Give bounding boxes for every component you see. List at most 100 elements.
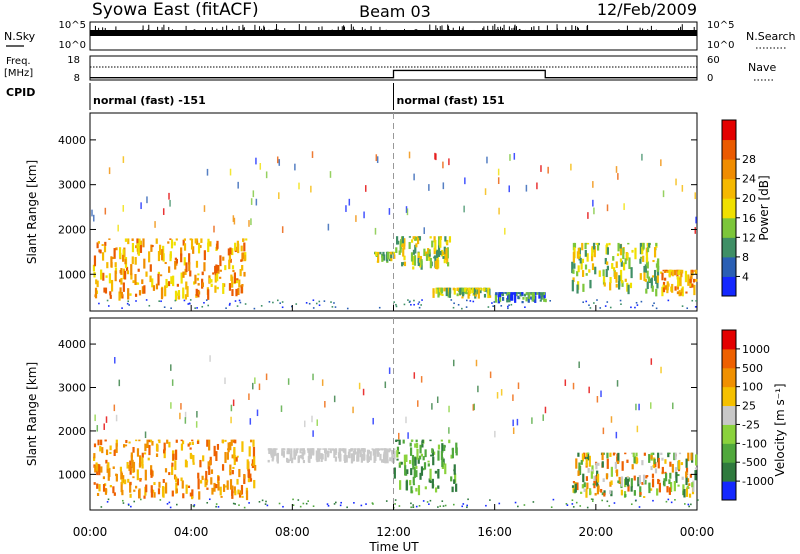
- range-gate-cell: [171, 379, 174, 386]
- range-gate-cell: [564, 379, 567, 386]
- range-gate-cell: [681, 269, 684, 274]
- range-gate-cell: [501, 296, 505, 301]
- range-gate-cell: [194, 238, 197, 244]
- range-gate-cell: [694, 227, 697, 234]
- range-gate-cell: [694, 467, 698, 470]
- range-gate-cell: [123, 444, 126, 448]
- range-gate-cell: [97, 439, 100, 446]
- range-gate-cell: [395, 247, 398, 253]
- range-gate-cell: [311, 448, 314, 454]
- range-gate-cell: [127, 478, 130, 483]
- range-gate-cell: [201, 305, 204, 308]
- range-gate-cell: [630, 503, 633, 506]
- range-gate-cell: [249, 473, 252, 482]
- velocity-colorbar-label: Velocity [m s⁻¹]: [773, 383, 787, 476]
- range-gate-cell: [114, 270, 117, 282]
- range-gate-cell: [413, 173, 415, 181]
- range-gate-cell: [396, 450, 399, 458]
- range-gate-cell: [685, 467, 689, 476]
- range-gate-cell: [289, 453, 292, 461]
- range-gate-cell: [144, 469, 147, 481]
- range-gate-cell: [494, 430, 496, 438]
- range-gate-cell: [579, 257, 582, 264]
- range-gate-cell: [612, 452, 616, 456]
- range-gate-cell: [393, 450, 396, 455]
- range-gate-cell: [236, 240, 239, 252]
- range-gate-cell: [120, 268, 123, 275]
- range-gate-cell: [188, 253, 191, 265]
- range-gate-cell: [433, 255, 437, 259]
- range-gate-cell: [206, 487, 209, 490]
- range-gate-cell: [280, 405, 283, 412]
- range-gate-cell: [422, 456, 425, 461]
- range-gate-cell: [243, 254, 247, 262]
- range-gate-cell: [214, 265, 217, 274]
- range-gate-cell: [677, 484, 680, 487]
- range-gate-cell: [388, 251, 391, 254]
- range-gate-cell: [102, 272, 105, 281]
- range-gate-cell: [318, 304, 321, 307]
- range-gate-cell: [301, 452, 304, 460]
- range-gate-cell: [652, 499, 654, 502]
- freq-tick-top: 18: [67, 55, 80, 66]
- range-gate-cell: [681, 185, 684, 192]
- range-gate-cell: [572, 382, 575, 390]
- range-gate-cell: [686, 307, 689, 310]
- range-gate-cell: [174, 449, 178, 460]
- range-gate-cell: [129, 293, 132, 296]
- range-gate-cell: [157, 273, 160, 286]
- range-gate-cell: [146, 439, 149, 448]
- range-gate-cell: [323, 448, 327, 453]
- range-gate-cell: [596, 396, 599, 403]
- range-gate-cell: [344, 455, 347, 463]
- range-gate-cell: [167, 281, 171, 287]
- range-gate-cell: [351, 448, 354, 451]
- range-gate-cell: [232, 502, 235, 505]
- range-gate-cell: [153, 492, 156, 498]
- range-gate-cell: [171, 462, 174, 467]
- range-gate-cell: [542, 292, 546, 296]
- range-gate-cell: [669, 461, 672, 467]
- range-gate-cell: [417, 303, 420, 305]
- range-gate-cell: [442, 182, 445, 190]
- range-gate-cell: [665, 500, 668, 503]
- range-gate-cell: [440, 439, 443, 442]
- range-gate-cell: [415, 236, 418, 241]
- range-gate-cell: [414, 443, 417, 448]
- range-gate-cell: [597, 485, 600, 492]
- range-gate-cell: [588, 386, 590, 394]
- range-gate-cell: [115, 247, 118, 251]
- range-gate-cell: [200, 238, 203, 243]
- range-gate-cell: [199, 459, 202, 468]
- range-gate-cell: [318, 448, 321, 459]
- range-gate-cell: [141, 279, 144, 285]
- range-gate-cell: [497, 177, 500, 185]
- range-gate-cell: [157, 271, 160, 275]
- range-gate-cell: [670, 501, 673, 504]
- range-gate-cell: [507, 307, 509, 310]
- range-gate-cell: [195, 240, 199, 245]
- range-gate-cell: [393, 254, 396, 259]
- range-gate-cell: [176, 478, 180, 486]
- range-gate-cell: [437, 288, 440, 298]
- range-gate-cell: [383, 452, 386, 460]
- range-gate-cell: [620, 303, 622, 305]
- range-gate-cell: [593, 207, 595, 215]
- range-gate-cell: [688, 483, 691, 486]
- range-gate-cell: [255, 198, 258, 206]
- range-gate-cell: [432, 456, 435, 466]
- range-gate-cell: [207, 289, 210, 300]
- range-gate-cell: [186, 286, 189, 297]
- range-gate-cell: [571, 503, 574, 505]
- range-gate-cell: [466, 506, 468, 509]
- range-gate-cell: [138, 455, 142, 466]
- range-gate-cell: [260, 305, 263, 307]
- range-gate-cell: [439, 505, 442, 508]
- range-gate-cell: [129, 466, 132, 475]
- range-gate-cell: [247, 468, 250, 478]
- range-gate-cell: [122, 268, 126, 280]
- range-gate-cell: [203, 250, 206, 261]
- range-gate-cell: [612, 267, 616, 271]
- range-gate-cell: [189, 270, 192, 277]
